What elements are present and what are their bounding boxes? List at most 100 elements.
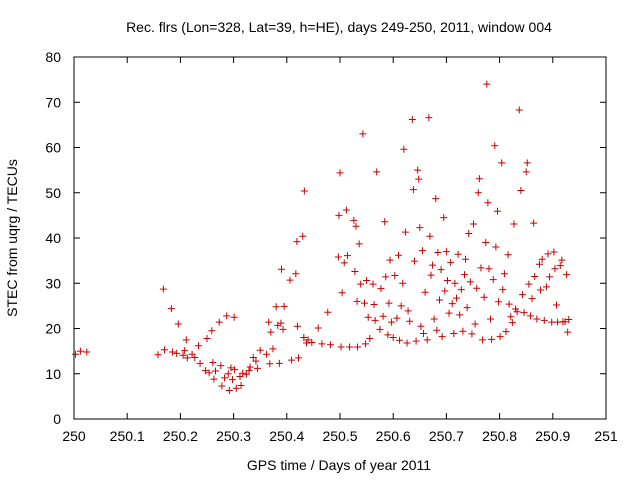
data-point: [215, 318, 223, 326]
data-point: [340, 259, 348, 267]
data-point: [434, 248, 442, 256]
data-point: [154, 351, 162, 359]
data-point: [373, 168, 381, 176]
data-point: [477, 264, 485, 272]
data-point: [474, 189, 482, 197]
data-point: [533, 315, 541, 323]
data-point: [272, 303, 280, 311]
data-point: [447, 258, 455, 266]
data-point: [167, 305, 175, 313]
data-point: [160, 346, 168, 354]
data-point: [401, 228, 409, 236]
data-point: [377, 285, 385, 293]
data-point: [324, 308, 332, 316]
data-point: [484, 199, 492, 207]
data-point: [362, 340, 370, 348]
x-tick-label: 250.6: [376, 428, 411, 444]
data-point: [526, 312, 534, 320]
data-point: [432, 195, 440, 203]
data-point: [223, 312, 231, 320]
data-point: [520, 309, 528, 317]
data-point: [551, 265, 559, 273]
data-point: [459, 327, 467, 335]
data-point: [203, 334, 211, 342]
y-tick-label: 60: [45, 140, 61, 156]
data-point: [359, 130, 367, 138]
data-point: [292, 270, 300, 278]
data-point: [460, 271, 468, 279]
data-point: [410, 257, 418, 265]
data-point: [369, 280, 377, 288]
data-point: [212, 367, 220, 375]
data-point: [252, 357, 260, 365]
data-point: [364, 313, 372, 321]
data-point: [450, 329, 458, 337]
data-point: [462, 255, 470, 263]
data-point: [277, 265, 285, 273]
data-point: [288, 356, 296, 364]
data-point: [420, 329, 428, 337]
data-point: [275, 359, 283, 367]
data-point: [416, 224, 424, 232]
data-point: [479, 336, 487, 344]
data-point: [522, 168, 530, 176]
y-tick-label: 30: [45, 275, 61, 291]
data-point: [537, 286, 545, 294]
data-point: [400, 145, 408, 153]
data-point: [488, 335, 496, 343]
x-tick-label: 250.2: [163, 428, 198, 444]
data-point: [406, 317, 414, 325]
data-point: [263, 350, 271, 358]
data-point: [205, 369, 213, 377]
data-point: [265, 318, 273, 326]
data-point: [350, 216, 358, 224]
data-point: [558, 256, 566, 264]
data-point: [403, 339, 411, 347]
data-point: [363, 277, 371, 285]
y-axis-label: STEC from uqrg / TECUs: [4, 159, 20, 317]
data-point: [540, 316, 548, 324]
data-point: [217, 362, 225, 370]
data-point: [483, 80, 491, 88]
data-point: [553, 301, 561, 309]
data-point: [523, 159, 531, 167]
data-point: [342, 206, 350, 214]
data-point: [304, 336, 312, 344]
data-point: [232, 384, 240, 392]
data-point: [536, 260, 543, 268]
data-point: [507, 313, 515, 321]
axis-ticks: 250 250.1 250.2 250.3 250.4 250.5 250.6 250.7 25…: [45, 49, 617, 444]
data-point: [471, 320, 479, 328]
data-point: [386, 256, 394, 264]
plot-frame: [73, 56, 607, 420]
data-point: [515, 106, 523, 114]
data-point: [249, 353, 257, 361]
data-point: [408, 115, 416, 123]
data-point: [352, 222, 360, 230]
data-point: [343, 252, 351, 260]
data-point: [473, 284, 481, 292]
data-point: [338, 289, 346, 297]
data-point: [564, 328, 572, 336]
data-point: [528, 295, 536, 303]
data-point: [440, 214, 448, 222]
data-point: [427, 271, 435, 279]
data-point: [492, 243, 500, 251]
data-point: [299, 232, 307, 240]
data-point: [396, 336, 404, 344]
data-point: [295, 354, 303, 362]
y-tick-label: 20: [45, 321, 61, 337]
chart-title: Rec. flrs (Lon=328, Lat=39, h=HE), days …: [126, 19, 552, 35]
data-point: [442, 248, 450, 256]
data-point: [542, 283, 550, 291]
data-point: [168, 348, 176, 356]
data-point: [336, 169, 344, 177]
data-point: [508, 319, 516, 327]
data-point: [360, 299, 368, 307]
data-point: [493, 207, 501, 215]
data-point: [510, 220, 518, 228]
data-point: [221, 374, 229, 382]
data-point: [355, 240, 363, 248]
y-tick-label: 0: [53, 411, 61, 427]
data-point: [409, 186, 417, 194]
